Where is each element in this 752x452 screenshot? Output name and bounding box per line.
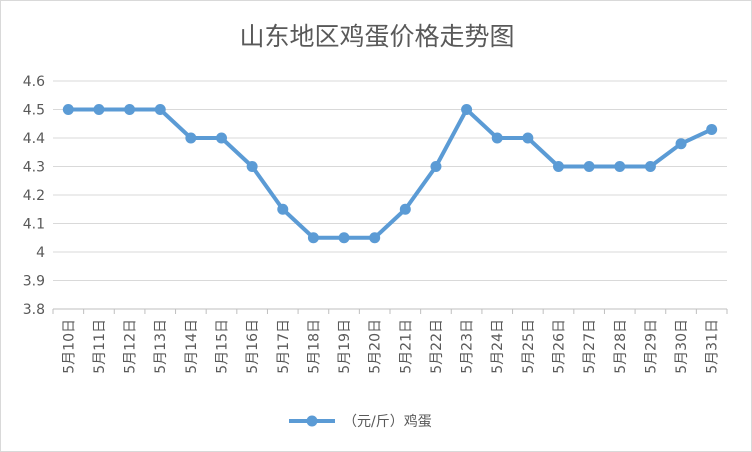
legend-label: （元/斤）鸡蛋 (343, 413, 432, 430)
data-point-8 (307, 232, 319, 244)
y-tick-label-0: 3.8 (23, 302, 45, 318)
data-point-2 (124, 104, 136, 115)
data-point-7 (277, 203, 289, 215)
y-tick-label-3: 4.1 (23, 217, 45, 233)
x-tick-label-15: 5月25日 (521, 319, 537, 374)
x-tick-label-12: 5月22日 (429, 319, 445, 374)
x-tick-label-1: 5月11日 (92, 319, 108, 374)
x-axis-ticks: 5月10日 5月11日 5月12日 5月13日 5月14日 5月15日 5月16日 5月17日… (52, 309, 728, 374)
x-tick-label-7: 5月17日 (276, 319, 292, 374)
y-axis-ticks: 3.8 3.9 4 4.1 4.2 4.3 4.4 4.5 4.6 (23, 74, 45, 318)
chart-title: 山东地区鸡蛋价格走势图 (239, 22, 514, 51)
x-tick-label-18: 5月28日 (613, 319, 629, 374)
x-tick-label-4: 5月14日 (184, 319, 200, 374)
series-layer (62, 104, 718, 244)
data-point-9 (338, 232, 350, 244)
x-tick-label-6: 5月16日 (245, 319, 261, 374)
data-point-4 (185, 132, 197, 144)
x-tick-label-17: 5月27日 (582, 319, 598, 374)
data-point-5 (216, 132, 227, 144)
gridlines (53, 80, 727, 310)
data-point-17 (583, 161, 595, 172)
y-tick-label-1: 3.9 (23, 274, 45, 290)
x-tick-label-9: 5月19日 (337, 319, 353, 374)
x-tick-label-11: 5月21日 (398, 319, 414, 374)
data-point-12 (430, 161, 442, 172)
x-tick-label-19: 5月29日 (643, 319, 659, 374)
data-point-16 (553, 161, 564, 172)
data-point-0 (62, 104, 74, 115)
data-point-15 (522, 132, 534, 144)
x-tick-label-10: 5月20日 (368, 319, 384, 374)
data-point-1 (93, 104, 105, 115)
x-tick-label-20: 5月30日 (674, 319, 690, 374)
data-point-3 (154, 104, 166, 115)
y-tick-label-4: 4.2 (23, 188, 45, 204)
data-point-10 (369, 232, 381, 244)
data-point-19 (644, 161, 656, 172)
data-point-14 (491, 132, 503, 144)
data-point-21 (706, 123, 718, 135)
x-tick-label-8: 5月18日 (306, 319, 322, 374)
data-point-18 (614, 161, 626, 172)
y-tick-label-8: 4.6 (23, 74, 45, 90)
x-tick-label-13: 5月23日 (460, 319, 476, 374)
x-tick-label-21: 5月31日 (705, 319, 721, 374)
y-tick-label-5: 4.3 (23, 160, 45, 176)
data-point-11 (399, 203, 411, 215)
x-tick-label-0: 5月10日 (61, 319, 77, 374)
data-point-6 (246, 161, 258, 172)
x-tick-label-16: 5月26日 (552, 319, 568, 374)
y-tick-label-2: 4 (36, 245, 45, 261)
x-tick-label-3: 5月13日 (153, 319, 169, 374)
y-tick-label-7: 4.5 (23, 103, 45, 119)
legend: （元/斤）鸡蛋 (289, 413, 432, 430)
x-tick-label-5: 5月15日 (215, 319, 231, 374)
x-tick-label-2: 5月12日 (123, 319, 139, 374)
series-line-0 (66, 107, 714, 240)
x-tick-label-14: 5月24日 (490, 319, 506, 374)
data-point-13 (461, 104, 473, 115)
legend-marker-icon (306, 415, 318, 427)
y-tick-label-6: 4.4 (23, 131, 45, 147)
data-point-20 (675, 138, 687, 150)
